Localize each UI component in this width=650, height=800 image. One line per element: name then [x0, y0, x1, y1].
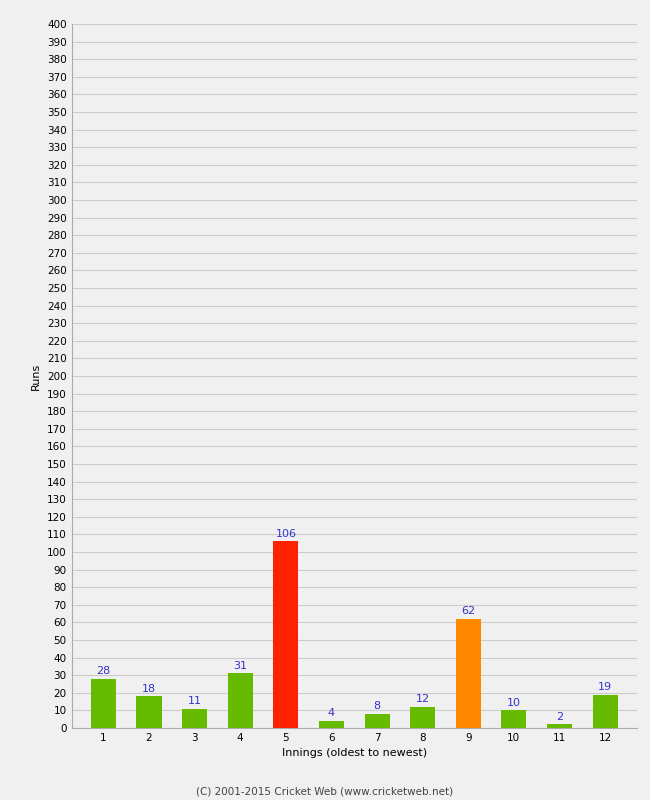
Bar [501, 710, 526, 728]
Bar [410, 707, 436, 728]
Y-axis label: Runs: Runs [31, 362, 42, 390]
Bar [456, 619, 481, 728]
Text: 31: 31 [233, 661, 247, 670]
Text: 4: 4 [328, 708, 335, 718]
Bar [273, 542, 298, 728]
Text: 11: 11 [188, 696, 202, 706]
Text: 2: 2 [556, 712, 563, 722]
Text: 10: 10 [507, 698, 521, 708]
Bar [182, 709, 207, 728]
Bar [136, 696, 162, 728]
Bar [365, 714, 389, 728]
Bar [547, 725, 572, 728]
Text: 62: 62 [462, 606, 475, 616]
Bar [227, 674, 253, 728]
Text: (C) 2001-2015 Cricket Web (www.cricketweb.net): (C) 2001-2015 Cricket Web (www.cricketwe… [196, 786, 454, 796]
Text: 18: 18 [142, 684, 156, 694]
Text: 19: 19 [598, 682, 612, 692]
Text: 28: 28 [96, 666, 110, 676]
Text: 8: 8 [374, 702, 381, 711]
Bar [91, 678, 116, 728]
Bar [593, 694, 618, 728]
Text: 12: 12 [415, 694, 430, 704]
X-axis label: Innings (oldest to newest): Innings (oldest to newest) [281, 749, 427, 758]
Bar [319, 721, 344, 728]
Text: 106: 106 [276, 529, 296, 539]
